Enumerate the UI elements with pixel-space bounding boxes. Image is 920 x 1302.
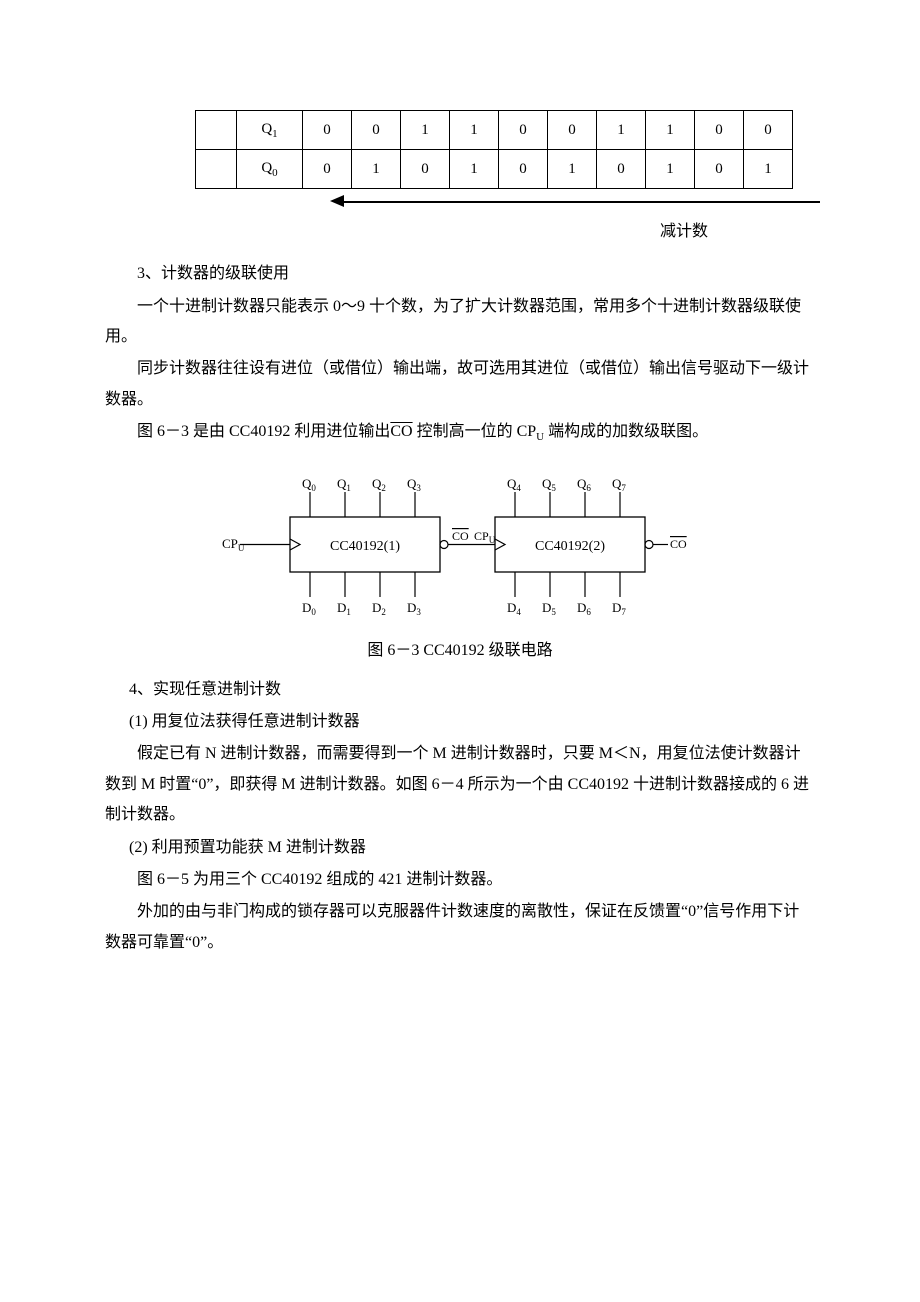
cell: 1	[646, 111, 695, 150]
state-table: Q1 0 0 1 1 0 0 1 1 0 0 Q0 0 1 0 1 0 1 0 …	[195, 110, 793, 189]
cell: 0	[499, 149, 548, 188]
cell: 1	[744, 149, 793, 188]
cell: 0	[499, 111, 548, 150]
chip-label: CC40192(2)	[535, 539, 605, 554]
cpu-label: CPU	[222, 536, 245, 553]
paragraph: 外加的由与非门构成的锁存器可以克服器件计数速度的离散性，保证在反馈置“0”信号作…	[105, 897, 815, 958]
paragraph: 图 6－5 为用三个 CC40192 组成的 421 进制计数器。	[105, 865, 815, 895]
blank-cell	[196, 111, 237, 150]
table-row: Q0 0 1 0 1 0 1 0 1 0 1	[196, 149, 793, 188]
cell: 0	[597, 149, 646, 188]
svg-text:Q2: Q2	[372, 476, 386, 493]
q-pins-2: Q4 Q5 Q6 Q7	[507, 476, 626, 517]
svg-text:D3: D3	[407, 600, 421, 617]
cell: 0	[401, 149, 450, 188]
q-pins-1: Q0 Q1 Q2 Q3	[302, 476, 421, 517]
svg-text:D2: D2	[372, 600, 386, 617]
d-pins-1: D0 D1 D2 D3	[302, 572, 421, 617]
cpu-label: CPU	[474, 529, 496, 545]
paragraph: (1) 用复位法获得任意进制计数器	[105, 707, 815, 737]
cascade-diagram: CC40192(1) CPU CO CPU CC40192(2) CO Q0 Q…	[105, 462, 815, 632]
svg-text:Q3: Q3	[407, 476, 421, 493]
svg-text:Q4: Q4	[507, 476, 521, 493]
paragraph: 图 6－3 是由 CC40192 利用进位输出CO 控制高一位的 CPU 端构成…	[105, 417, 815, 448]
paragraph: 同步计数器往往设有进位（或借位）输出端，故可选用其进位（或借位）输出信号驱动下一…	[105, 354, 815, 415]
cell: 0	[303, 149, 352, 188]
svg-text:Q5: Q5	[542, 476, 556, 493]
svg-text:Q0: Q0	[302, 476, 316, 493]
blank-cell	[196, 149, 237, 188]
svg-text:Q7: Q7	[612, 476, 626, 493]
cell: 1	[646, 149, 695, 188]
cell: 1	[450, 149, 499, 188]
cell: 1	[597, 111, 646, 150]
co-label: CO	[670, 537, 687, 551]
co-label: CO	[452, 529, 469, 543]
d-pins-2: D4 D5 D6 D7	[507, 572, 626, 617]
svg-text:D5: D5	[542, 600, 556, 617]
cell: 0	[548, 111, 597, 150]
row-label: Q1	[237, 111, 303, 150]
section-heading: 4、实现任意进制计数	[105, 675, 815, 705]
cell: 1	[352, 149, 401, 188]
table-row: Q1 0 0 1 1 0 0 1 1 0 0	[196, 111, 793, 150]
cell: 1	[401, 111, 450, 150]
section-heading: 3、计数器的级联使用	[105, 259, 815, 289]
svg-text:Q1: Q1	[337, 476, 351, 493]
cell: 0	[303, 111, 352, 150]
svg-text:Q6: Q6	[577, 476, 591, 493]
cell: 0	[744, 111, 793, 150]
cell: 0	[695, 149, 744, 188]
cell: 1	[548, 149, 597, 188]
svg-text:D0: D0	[302, 600, 316, 617]
paragraph: 假定已有 N 进制计数器，而需要得到一个 M 进制计数器时，只要 M＜N，用复位…	[105, 739, 815, 830]
chip-label: CC40192(1)	[330, 539, 400, 554]
paragraph: 一个十进制计数器只能表示 0～9 十个数，为了扩大计数器范围，常用多个十进制计数…	[105, 292, 815, 353]
direction-arrow	[330, 195, 820, 213]
cell: 1	[450, 111, 499, 150]
arrow-label: 减计数	[660, 217, 815, 247]
svg-text:D6: D6	[577, 600, 591, 617]
svg-text:D7: D7	[612, 600, 626, 617]
svg-text:D1: D1	[337, 600, 351, 617]
cell: 0	[352, 111, 401, 150]
paragraph: (2) 利用预置功能获 M 进制计数器	[105, 833, 815, 863]
figure-caption: 图 6－3 CC40192 级联电路	[105, 636, 815, 666]
row-label: Q0	[237, 149, 303, 188]
svg-text:D4: D4	[507, 600, 521, 617]
cell: 0	[695, 111, 744, 150]
